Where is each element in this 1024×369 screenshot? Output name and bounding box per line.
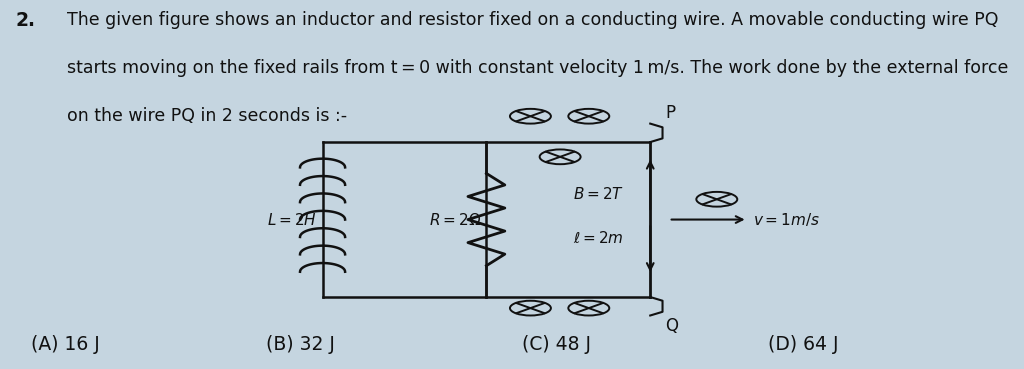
Text: (A) 16 J: (A) 16 J [31,335,99,354]
Text: 2.: 2. [15,11,36,30]
Text: $v = 1m/s$: $v = 1m/s$ [753,211,819,228]
Text: P: P [666,104,676,122]
Text: starts moving on the fixed rails from t = 0 with constant velocity 1 m/s. The wo: starts moving on the fixed rails from t … [67,59,1008,77]
Text: Q: Q [666,317,679,335]
Text: $R = 2\Omega$: $R = 2\Omega$ [429,211,481,228]
Text: (B) 32 J: (B) 32 J [266,335,335,354]
Text: on the wire PQ in 2 seconds is :-: on the wire PQ in 2 seconds is :- [67,107,347,125]
Text: The given figure shows an inductor and resistor fixed on a conducting wire. A mo: The given figure shows an inductor and r… [67,11,998,29]
Text: $B = 2T$: $B = 2T$ [573,186,625,202]
Text: (D) 64 J: (D) 64 J [768,335,839,354]
Text: (C) 48 J: (C) 48 J [522,335,591,354]
Text: $L = 2H$: $L = 2H$ [267,211,317,228]
Text: $\ell = 2m$: $\ell = 2m$ [573,230,624,246]
